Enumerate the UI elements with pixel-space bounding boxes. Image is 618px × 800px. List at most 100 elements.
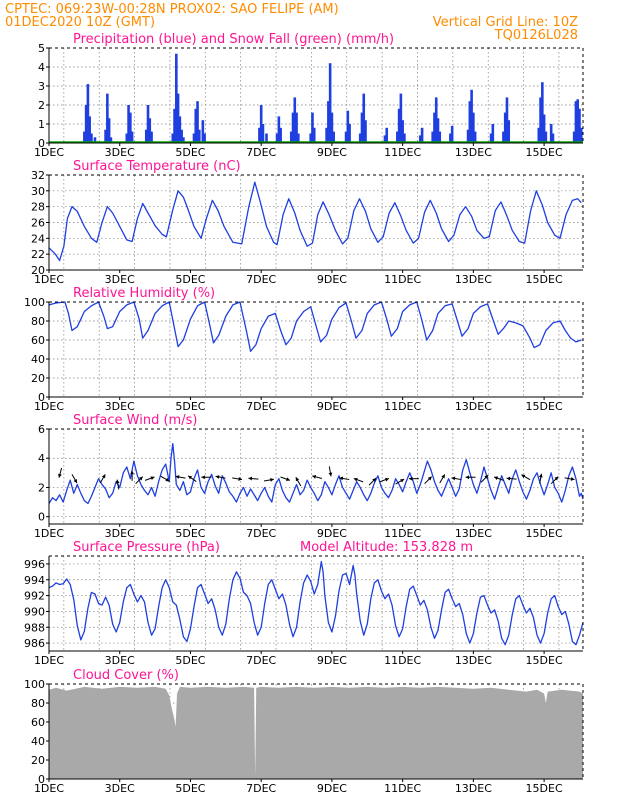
precip-bar — [180, 129, 183, 143]
precip-bar — [171, 133, 175, 143]
wind-arrow-head — [73, 479, 77, 484]
x-tick-label: 3DEC — [105, 400, 135, 413]
precip-bar — [383, 135, 387, 143]
x-tick-label: 13DEC — [455, 400, 492, 413]
wind-arrow-head — [372, 478, 377, 482]
wind-arrow-head — [101, 474, 106, 479]
wind-vector-arrow — [368, 477, 377, 486]
precip-bar — [507, 120, 511, 143]
x-tick-label: 13DEC — [455, 273, 492, 286]
precip-bar — [196, 101, 199, 143]
wind-vector-arrow — [115, 479, 120, 490]
precip-bar — [148, 118, 152, 143]
precip-bar — [542, 114, 546, 143]
precip-bar — [576, 99, 579, 143]
precip-bar — [88, 116, 91, 143]
x-tick-label: 9DEC — [317, 527, 347, 540]
wind-vector-arrow — [395, 478, 405, 485]
x-tick-label: 3DEC — [105, 527, 135, 540]
precip-bar — [396, 131, 399, 143]
y-tick-label: 4 — [38, 452, 45, 465]
header-station-line: CPTEC: 069:23W-00:28N PROX02: SAO FELIPE… — [5, 2, 339, 17]
y-tick-label: 0 — [38, 773, 45, 786]
y-tick-label: 80 — [31, 315, 45, 328]
wind-arrow-head — [238, 477, 243, 481]
precip-bar — [259, 105, 263, 143]
wind-arrow-head — [570, 477, 575, 481]
precip-bar — [279, 127, 282, 143]
y-tick-label: 20 — [31, 754, 45, 767]
x-tick-label: 7DEC — [246, 527, 276, 540]
x-tick-label: 1DEC — [34, 273, 64, 286]
precip-bar — [83, 131, 86, 143]
y-tick-label: 6 — [38, 423, 45, 436]
x-tick-label: 3DEC — [105, 146, 135, 159]
x-tick-label: 15DEC — [526, 400, 563, 413]
precip-bar — [201, 120, 205, 143]
precip-bar — [182, 137, 185, 143]
wind-arrow-head — [270, 478, 274, 482]
precip-bar — [470, 89, 473, 143]
precip-bar — [544, 131, 548, 143]
y-tick-label: 990 — [24, 605, 45, 618]
precip-bar — [297, 133, 300, 143]
y-tick-label: 32 — [31, 169, 45, 182]
x-tick-label: 1DEC — [34, 782, 64, 795]
precip-bar — [397, 108, 401, 143]
wind-vector-arrow — [280, 476, 291, 482]
wind-arrow-head — [465, 475, 470, 480]
wind-vector-arrow — [135, 476, 144, 485]
y-tick-label: 3 — [38, 80, 45, 93]
precip-bar — [574, 101, 578, 143]
model-altitude-annotation: Model Altitude: 153.828 m — [300, 540, 473, 555]
x-tick-label: 15DEC — [526, 273, 563, 286]
precip-bar — [436, 118, 440, 143]
precip-bar — [450, 125, 454, 143]
wind-vector-arrow — [144, 476, 155, 481]
x-tick-label: 1DEC — [34, 527, 64, 540]
x-tick-label: 7DEC — [246, 400, 276, 413]
wind-arrow-head — [58, 473, 62, 478]
x-tick-label: 7DEC — [246, 273, 276, 286]
wind-vector-arrow — [328, 466, 333, 477]
wind-arrow-head — [494, 476, 499, 480]
precip-bar — [385, 127, 389, 143]
x-tick-label: 15DEC — [526, 782, 563, 795]
panel-title: Cloud Cover (%) — [73, 668, 179, 683]
wind-vector-arrow — [99, 474, 106, 484]
series-line-pressure — [48, 560, 584, 646]
panel-precipitation: 0 1 2 3 4 5 1DEC 3DEC 5DEC 7DEC 9DEC 11DEC 13DEC 15DE… — [34, 32, 584, 159]
precip-bar — [146, 105, 150, 143]
x-tick-label: 13DEC — [455, 527, 492, 540]
wind-arrow-head — [248, 476, 253, 481]
wind-vector-arrow — [408, 476, 419, 481]
y-tick-label: 992 — [24, 590, 45, 603]
precip-bar — [431, 131, 435, 143]
x-tick-label: 9DEC — [317, 273, 347, 286]
x-tick-label: 7DEC — [246, 146, 276, 159]
x-tick-label: 11DEC — [384, 146, 421, 159]
precip-bar — [537, 127, 541, 143]
precip-bar — [502, 131, 505, 143]
wind-vector-arrow — [521, 474, 531, 481]
panel-pressure: 986 988 990 992 994 996 1DEC 3DEC 5DEC 7DEC 9DEC 11… — [24, 540, 584, 667]
precip-bar — [277, 116, 281, 143]
wind-arrow-head — [295, 477, 300, 482]
wind-vector-arrow — [71, 474, 78, 484]
wind-vector-arrow — [493, 476, 504, 481]
precip-bar — [505, 97, 509, 143]
precip-bar — [144, 129, 148, 143]
wind-vector-arrow — [175, 475, 186, 479]
x-tick-label: 15DEC — [526, 527, 563, 540]
y-tick-label: 28 — [31, 201, 45, 214]
precip-bar — [364, 120, 367, 143]
y-tick-label: 100 — [24, 678, 45, 691]
precip-bar — [104, 129, 107, 143]
x-tick-label: 1DEC — [34, 146, 64, 159]
y-tick-label: 80 — [31, 697, 45, 710]
precip-bar — [539, 97, 542, 143]
wind-arrow-head — [115, 479, 120, 484]
precip-bar — [173, 108, 176, 143]
